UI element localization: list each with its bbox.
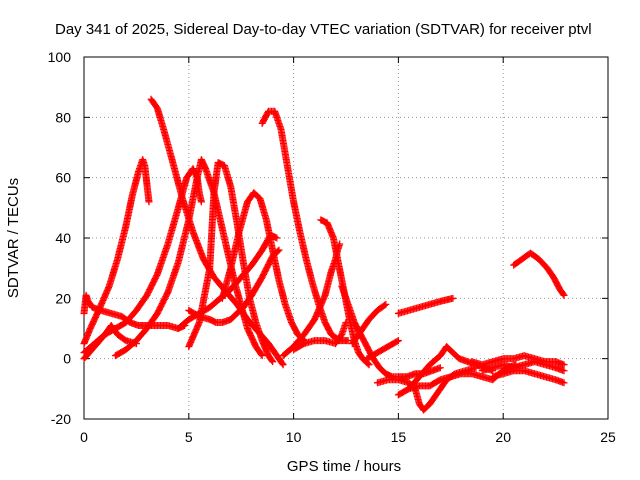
data-point [560,379,568,387]
series-arc-13 [290,318,350,354]
data-point [394,337,402,345]
y-tick-label: 100 [48,49,72,65]
data-point [279,361,287,369]
series-arc-11 [258,107,352,345]
data-point [257,350,265,358]
plot-frame [83,56,609,420]
y-tick-label: 20 [55,290,71,306]
y-tick-label: -20 [51,411,71,427]
data-point [258,352,266,360]
data-point [381,301,389,309]
x-tick-label: 0 [80,429,88,445]
y-axis-title: SDTVAR / TECUs [5,178,22,298]
grid-lines [84,57,608,419]
x-tick-label: 25 [600,429,616,445]
series-arc-23 [478,358,568,375]
data-point [560,291,568,299]
axes: 0 5 10 15 20 25 -20 0 20 40 60 80 100 [48,49,616,445]
data-point [393,337,401,345]
series-arc-17 [363,337,402,363]
x-tick-label: 5 [185,429,193,445]
data-point [145,198,153,206]
data-point [449,294,457,302]
series-arc-18 [373,364,480,414]
y-tick-label: 40 [55,230,71,246]
data-point [560,367,568,375]
data-point [559,290,567,298]
series-arc-16 [348,300,390,348]
y-tick-label: 0 [63,351,71,367]
chart-title: Day 341 of 2025, Sidereal Day-to-day VTE… [55,21,592,38]
data-point [273,234,281,242]
series-arc-22 [468,352,568,369]
data-point [436,364,444,372]
series-arc-10 [218,189,308,345]
x-tick-label: 20 [495,429,511,445]
y-tick-label: 60 [55,170,71,186]
series-arc-2 [80,156,153,348]
series-arc-25 [510,249,568,299]
data-point [269,358,277,366]
data-point [197,198,205,206]
y-tick-label: 80 [55,109,71,125]
data-point [382,300,390,308]
x-tick-label: 10 [286,429,302,445]
data-points [80,95,568,414]
series-arc-21 [394,294,457,317]
data-point [344,337,352,345]
data-point [275,246,283,254]
data-point [365,361,373,369]
data-point [560,361,568,369]
series-arc-24 [489,367,568,387]
x-tick-label: 15 [391,429,407,445]
data-point [268,356,276,364]
data-point [278,359,286,367]
x-axis-title: GPS time / hours [287,458,401,475]
